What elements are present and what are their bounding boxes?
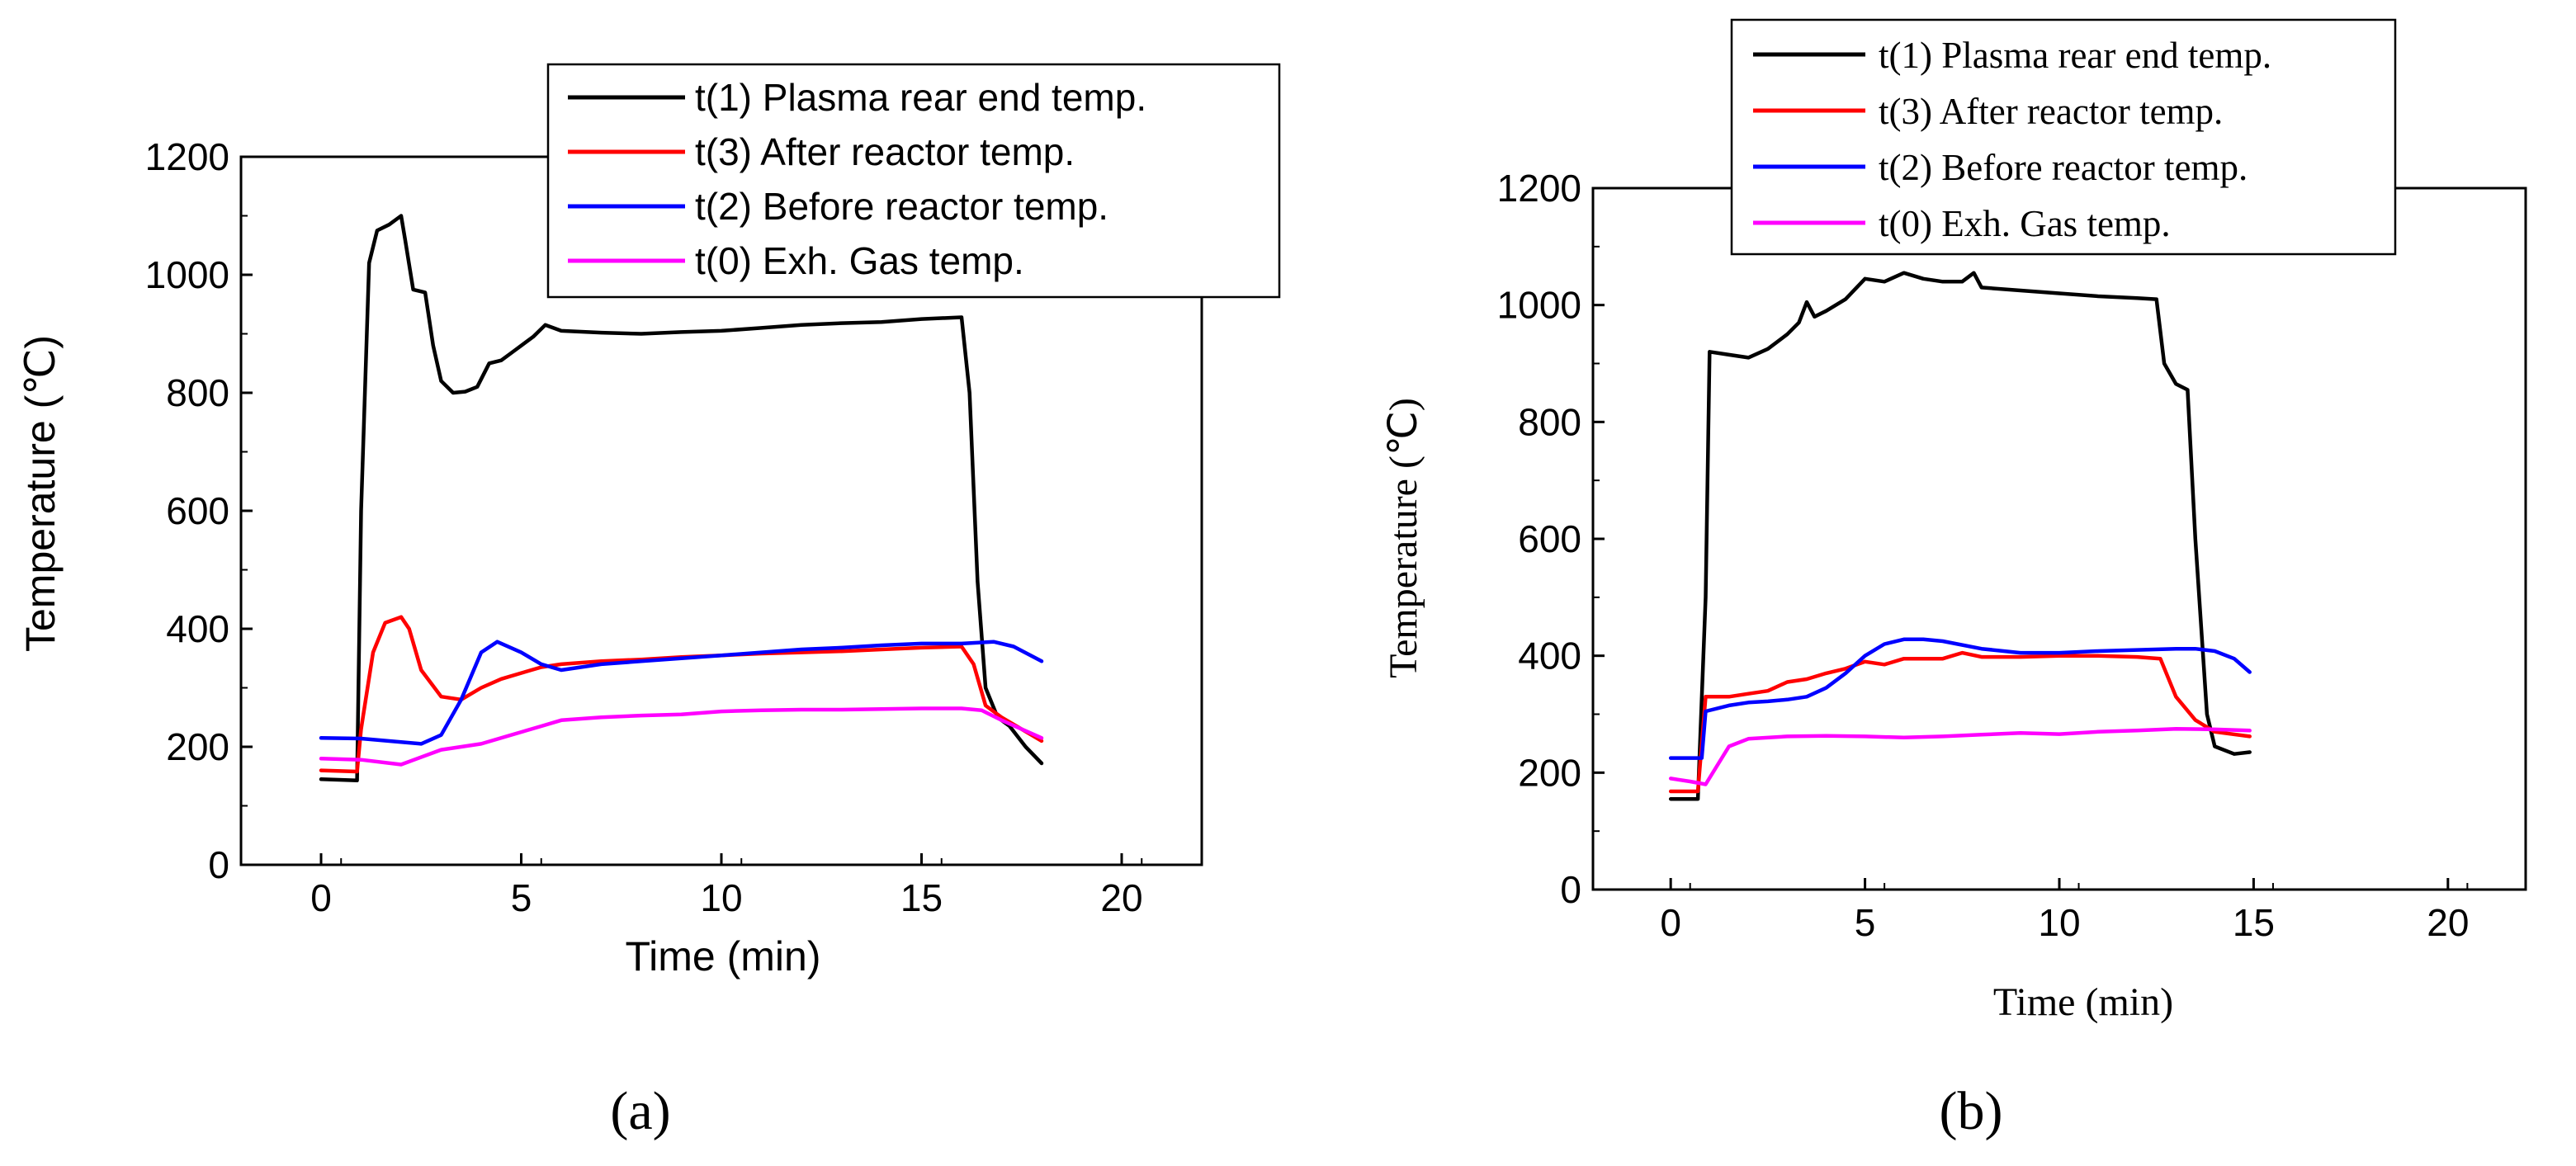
legend-box-a	[546, 63, 1281, 299]
series-line-t0-a	[319, 706, 1044, 767]
panel-label-a: (a)	[610, 1081, 670, 1141]
x-tick-label-b: 15	[2233, 901, 2275, 944]
series-line-t3-b	[1668, 650, 2252, 794]
legend-label-t1-b: t(1) Plasma rear end temp.	[1879, 35, 2271, 76]
legend-b: t(1) Plasma rear end temp. t(3) After rea…	[1730, 18, 2397, 256]
y-tick-label-b: 400	[1518, 635, 1581, 677]
legend-label-t0-a: t(0) Exh. Gas temp.	[695, 239, 1024, 282]
series-line-t2-b	[1668, 637, 2252, 760]
x-tick-label-b: 10	[2038, 901, 2080, 944]
x-tick-label-a: 20	[1100, 876, 1142, 919]
y-tick-label-a: 1200	[145, 135, 229, 178]
x-tick-label-a: 15	[900, 876, 943, 919]
x-tick-label-a: 10	[700, 876, 742, 919]
legend-label-t3-b: t(3) After reactor temp.	[1879, 91, 2223, 132]
x-tick-label-a: 5	[511, 876, 532, 919]
y-tick-label-a: 800	[166, 371, 229, 414]
x-tick-label-b: 0	[1660, 901, 1681, 944]
y-axis-label-b: Temperature (℃)	[1382, 398, 1425, 678]
legend-label-t2-a: t(2) Before reactor temp.	[695, 185, 1108, 228]
legend-label-t2-b: t(2) Before reactor temp.	[1879, 147, 2248, 188]
y-tick-label-b: 200	[1518, 751, 1581, 794]
x-tick-label-a: 0	[310, 876, 332, 919]
series-line-t2-a	[319, 640, 1044, 746]
legend-a: t(1) Plasma rear end temp. t(3) After rea…	[546, 63, 1281, 299]
y-axis-label-a: Temperature (℃)	[17, 335, 64, 652]
legend-label-t0-b: t(0) Exh. Gas temp.	[1879, 203, 2171, 244]
series-group-b	[1668, 271, 2252, 801]
series-line-t3-a	[319, 615, 1044, 774]
series-line-t1-b	[1668, 271, 2252, 801]
y-tick-label-a: 400	[166, 607, 229, 650]
y-tick-label-a: 0	[208, 843, 229, 886]
x-tick-label-b: 20	[2427, 901, 2469, 944]
y-tick-label-b: 1200	[1497, 167, 1581, 210]
legend-label-t3-a: t(3) After reactor temp.	[695, 130, 1075, 173]
legend-box-b	[1730, 18, 2397, 256]
x-axis-label-a: Time (min)	[625, 933, 820, 980]
y-tick-label-b: 800	[1518, 400, 1581, 443]
series-line-t0-b	[1668, 726, 2252, 786]
panel-label-b: (b)	[1940, 1081, 2003, 1141]
y-tick-label-b: 600	[1518, 517, 1581, 560]
y-tick-label-a: 200	[166, 725, 229, 768]
y-tick-label-b: 0	[1560, 868, 1581, 911]
x-tick-label-b: 5	[1855, 901, 1876, 944]
plot-area-b	[1591, 186, 2527, 891]
x-axis-label-b: Time (min)	[1993, 980, 2173, 1024]
legend-label-t1-a: t(1) Plasma rear end temp.	[695, 76, 1146, 119]
series-group-a	[319, 214, 1044, 783]
series-line-t1-a	[319, 214, 1044, 783]
y-tick-label-b: 1000	[1497, 284, 1581, 327]
y-tick-label-a: 1000	[145, 253, 229, 296]
y-tick-label-a: 600	[166, 489, 229, 532]
plot-frame-b	[1591, 186, 2527, 891]
